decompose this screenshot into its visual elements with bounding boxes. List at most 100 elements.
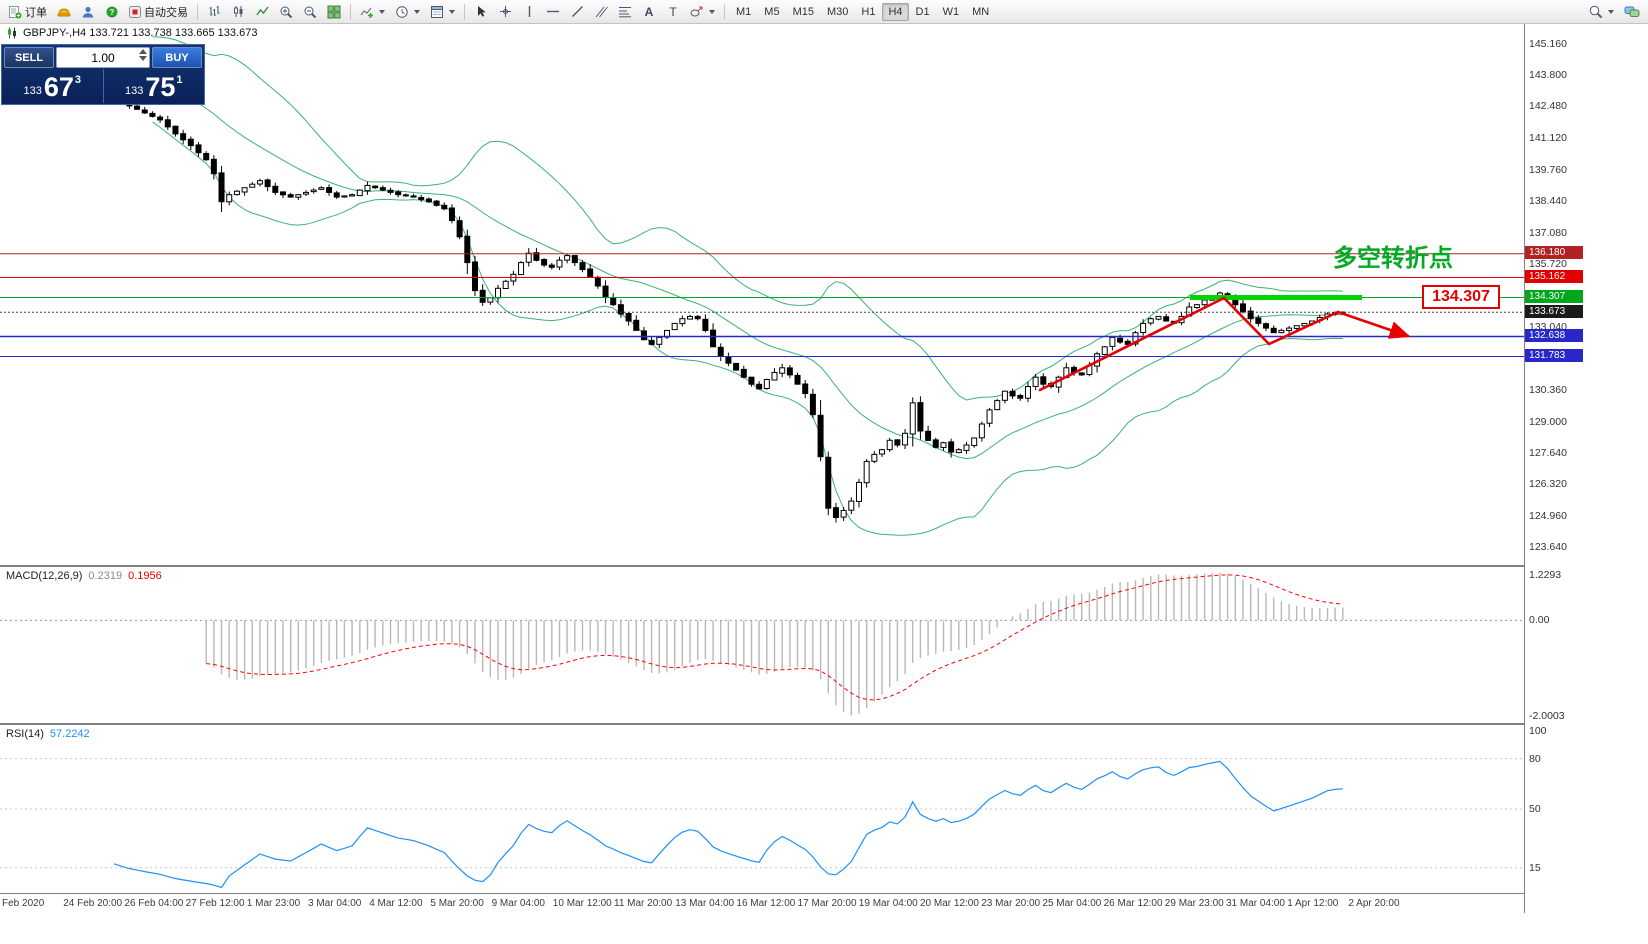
candle-body [456,220,463,238]
shapes-dropdown[interactable] [686,2,719,22]
periods-dropdown[interactable] [391,2,424,22]
timeframe-button-d1[interactable]: D1 [915,5,930,18]
candle-body [932,439,939,448]
trendline-tool[interactable] [566,2,588,22]
timeframe-button-h4[interactable]: H4 [882,2,909,21]
candle-body [226,194,233,203]
candle-body [909,402,916,435]
sell-price[interactable]: 133 67 3 [2,69,104,103]
candle-body [625,313,632,322]
candle-body [372,185,379,189]
chat-button[interactable] [1620,2,1644,22]
vertical-line-tool[interactable] [518,2,540,22]
chart-bars-button[interactable] [203,2,225,22]
chart-line-button[interactable] [251,2,273,22]
candle-body [241,187,248,193]
candle-body [710,329,717,348]
zoom-in-button[interactable] [275,2,297,22]
pane-splitter[interactable] [0,723,1648,725]
candle-body [295,194,302,198]
trendline-icon [571,6,583,17]
zoom-out-button[interactable] [299,2,321,22]
horizontal-line-tool[interactable] [542,2,564,22]
price-callout-label[interactable]: 134.307 [1422,285,1500,309]
turning-point-annotation[interactable]: 多空转折点 [1333,245,1453,272]
crosshair-tool[interactable] [494,2,516,22]
candle-body [364,184,371,192]
candle-body [687,315,694,320]
rsi-canvas[interactable] [0,725,1524,893]
volume-decrease-button[interactable] [139,56,147,61]
timeframe-button-m15[interactable]: M15 [792,5,814,18]
main-toolbar: 订单 ? 自动交易 [0,0,1648,24]
svg-text:A: A [645,5,654,18]
candle-body [1140,322,1147,333]
candle-body [671,322,678,331]
chart-candles-button[interactable] [227,2,249,22]
new-order-icon [9,5,22,18]
text-tool[interactable]: A [638,2,660,22]
candle-body [1193,304,1200,309]
bollinger-bands [152,36,1343,536]
time-axis-label: 26 Mar 12:00 [1103,898,1163,909]
timeframe-button-w1[interactable]: W1 [942,5,960,18]
volume-input[interactable] [70,50,136,65]
cursor-icon [477,6,486,17]
price-tick: 135.720 [1529,258,1567,271]
candle-body [356,189,363,197]
candle-body [894,439,901,446]
buy-price[interactable]: 133 75 1 [104,69,205,103]
templates-dropdown[interactable] [426,2,459,22]
fibonacci-tool[interactable] [614,2,636,22]
timeframe-button-mn[interactable]: MN [972,5,990,18]
time-axis[interactable]: Feb 2020 24 Feb 20:00 26 Feb 04:00 27 Feb 1… [0,894,1524,920]
time-axis-label: 20 Mar 12:00 [920,898,979,909]
candle-body [1101,346,1108,355]
macd-histogram [205,572,1344,716]
buy-button[interactable]: BUY [152,47,202,68]
candle-body [418,197,425,200]
cursor-tool[interactable] [470,2,492,22]
time-axis-label: 16 Mar 12:00 [736,898,796,909]
rsi-name: RSI(14) [6,728,44,740]
price-tick: 143.800 [1529,69,1567,82]
candle-body [341,195,348,198]
volume-increase-button[interactable] [139,49,147,54]
market-button[interactable] [53,2,75,22]
profile-button[interactable] [77,2,99,22]
price-axis[interactable]: 145.160 143.800 142.480 141.120 139.760 138.4… [1524,24,1648,913]
new-order-button[interactable]: 订单 [4,2,51,22]
candle-body [971,437,978,446]
time-axis-label: 1 Apr 12:00 [1287,898,1339,909]
macd-canvas[interactable] [0,567,1524,723]
time-axis-label: 27 Feb 12:00 [185,898,245,909]
main-chart-canvas[interactable] [0,24,1524,565]
trend-arrows[interactable] [1038,296,1411,392]
channel-tool[interactable] [590,2,612,22]
sell-price-pips: 67 [43,72,74,102]
candle-body [756,383,763,390]
timeframe-button-m30[interactable]: M30 [826,5,849,18]
search-button[interactable] [1584,2,1618,22]
candle-body [502,280,509,289]
price-tick: 124.960 [1529,510,1567,523]
time-axis-label: 23 Mar 20:00 [981,898,1041,909]
trade-prices-row: 133 67 3 133 75 1 [2,69,204,103]
indicators-dropdown[interactable] [356,2,389,22]
candle-body [310,189,317,193]
timeframe-button-m5[interactable]: M5 [764,5,780,18]
help-button[interactable]: ? [101,2,123,22]
support-band[interactable] [1190,295,1362,300]
time-axis-label: 25 Mar 04:00 [1042,898,1102,909]
candle-body [1293,325,1300,329]
autotrade-button[interactable]: 自动交易 [125,2,192,22]
pane-splitter[interactable] [0,565,1648,567]
label-tool[interactable]: T [662,2,684,22]
autotrade-icon [129,5,141,18]
timeframe-button-h1[interactable]: H1 [861,5,876,18]
candle-body [817,414,824,458]
sell-button[interactable]: SELL [4,47,54,68]
timeframe-button-m1[interactable]: M1 [736,5,752,18]
candle-body [679,318,686,325]
tile-windows-button[interactable] [323,2,345,22]
